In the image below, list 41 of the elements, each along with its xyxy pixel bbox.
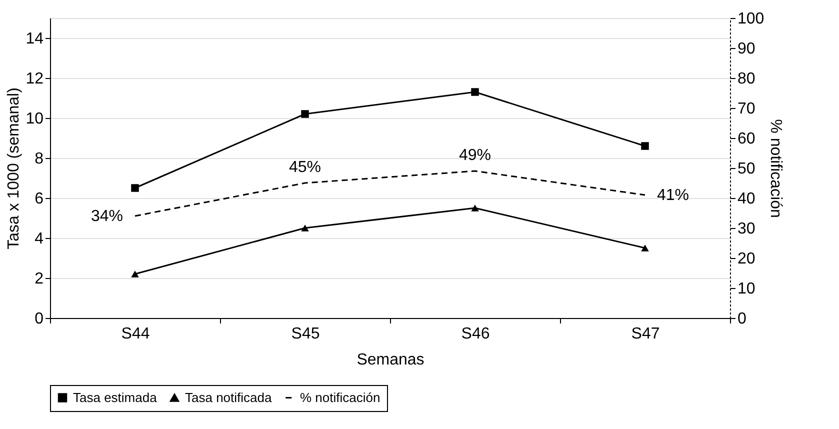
- point: [301, 224, 309, 232]
- y-tick-label: 14: [26, 30, 44, 48]
- y2-tick-label: 70: [738, 100, 756, 118]
- point: [641, 244, 649, 252]
- y2-tick-label: 20: [738, 250, 756, 268]
- y-tick-label: 0: [34, 310, 44, 328]
- y2-tick-label: 90: [738, 40, 756, 58]
- y-tick-label: 4: [34, 230, 44, 248]
- legend-label: Tasa estimada: [73, 390, 158, 405]
- y2-tick-label: 100: [738, 10, 764, 28]
- legend-label: % notificación: [300, 390, 380, 405]
- x-tick-label: S46: [461, 326, 490, 342]
- data-label: 41%: [657, 187, 690, 204]
- y2-tick-label: 40: [738, 190, 756, 208]
- x-tick-label: S44: [121, 326, 150, 342]
- point: [641, 142, 649, 150]
- y2-tick-label: 50: [738, 160, 756, 178]
- y-tick-label: 10: [26, 110, 44, 128]
- data-label: 45%: [288, 159, 322, 176]
- y2-tick-label: 80: [738, 70, 756, 88]
- y-tick-label: 6: [34, 190, 44, 208]
- data-label: 34%: [90, 208, 123, 225]
- y-tick-label: 12: [26, 70, 44, 88]
- point: [131, 270, 139, 278]
- y-axis-title: Tasa x 1000 (semanal): [6, 88, 23, 250]
- point: [471, 204, 479, 212]
- x-axis-title: Semanas: [356, 352, 424, 368]
- point: [301, 110, 309, 118]
- point: [131, 184, 139, 192]
- y2-tick-label: 30: [738, 220, 756, 238]
- y-tick-label: 2: [34, 270, 44, 288]
- x-tick-label: S45: [291, 326, 320, 342]
- y2-tick-label: 60: [738, 130, 756, 148]
- legend-label: Tasa notificada: [185, 390, 272, 405]
- y2-tick-label: 10: [738, 280, 756, 298]
- x-tick-label: S47: [631, 326, 660, 342]
- point: [471, 88, 479, 96]
- data-label: 49%: [458, 147, 492, 164]
- y2-tick-label: 0: [738, 310, 746, 328]
- y-tick-label: 8: [34, 150, 44, 168]
- y2-axis-title: % notificación: [767, 119, 784, 218]
